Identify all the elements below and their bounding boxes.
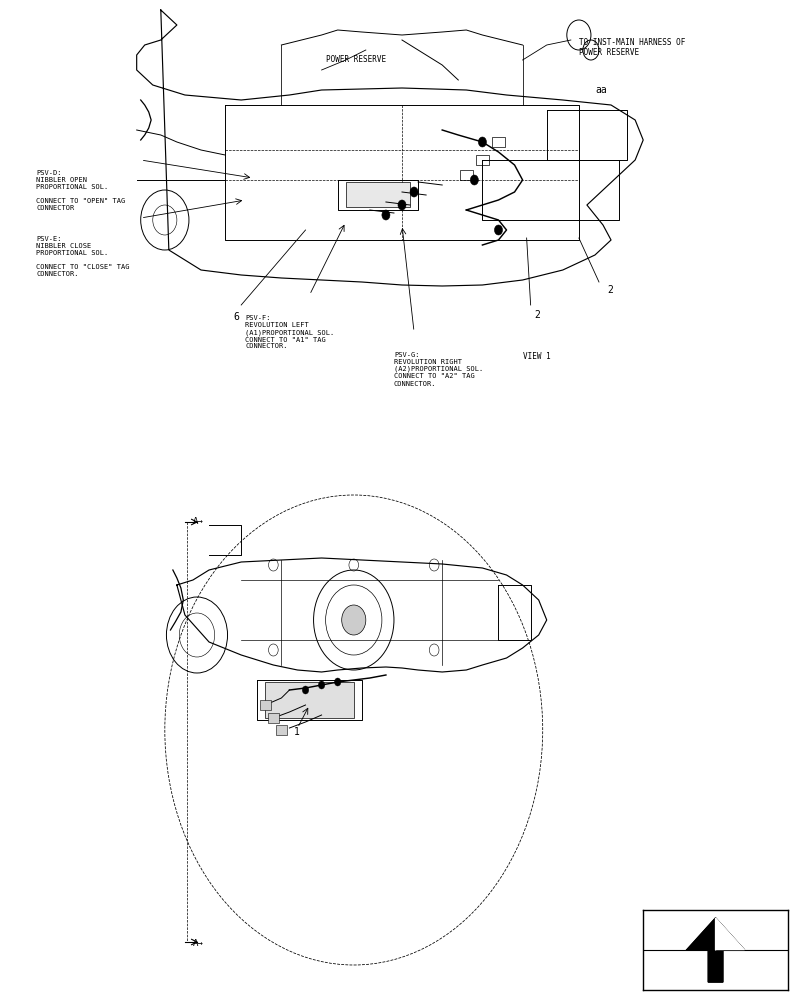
- Text: 2: 2: [606, 285, 612, 295]
- Circle shape: [381, 210, 389, 220]
- Bar: [267, 713, 279, 723]
- Bar: [491, 137, 504, 147]
- Text: A→: A→: [193, 940, 203, 948]
- Text: 2: 2: [534, 310, 540, 320]
- Text: A→: A→: [193, 518, 203, 526]
- Text: PSV-D:
NIBBLER OPEN
PROPORTIONAL SOL.

CONNECT TO "OPEN" TAG
CONNECTOR: PSV-D: NIBBLER OPEN PROPORTIONAL SOL. CO…: [36, 170, 125, 211]
- Polygon shape: [686, 918, 744, 982]
- Circle shape: [318, 681, 324, 689]
- Text: PSV-G:
REVOLUTION RIGHT
(A2)PROPORTIONAL SOL.
CONNECT TO "A2" TAG
CONNECTOR.: PSV-G: REVOLUTION RIGHT (A2)PROPORTIONAL…: [393, 352, 483, 386]
- Text: PSV-F:
REVOLUTION LEFT
(A1)PROPORTIONAL SOL.
CONNECT TO "A1" TAG
CONNECTOR.: PSV-F: REVOLUTION LEFT (A1)PROPORTIONAL …: [245, 315, 334, 350]
- Circle shape: [341, 605, 365, 635]
- Bar: [259, 700, 271, 710]
- Text: 1: 1: [293, 727, 299, 737]
- Text: PSV-E:
NIBBLER CLOSE
PROPORTIONAL SOL.

CONNECT TO "CLOSE" TAG
CONNECTOR.: PSV-E: NIBBLER CLOSE PROPORTIONAL SOL. C…: [36, 236, 129, 277]
- Circle shape: [302, 686, 308, 694]
- Circle shape: [334, 678, 340, 686]
- Circle shape: [410, 187, 418, 197]
- Bar: [459, 170, 472, 180]
- Bar: [265, 682, 353, 718]
- Text: POWER RESERVE: POWER RESERVE: [325, 55, 385, 64]
- Polygon shape: [715, 918, 744, 950]
- Text: 6: 6: [233, 312, 238, 322]
- Text: VIEW 1: VIEW 1: [522, 352, 550, 361]
- Text: aa: aa: [594, 85, 606, 95]
- Circle shape: [478, 137, 486, 147]
- Text: TO INST-MAIN HARNESS OF
POWER RESERVE: TO INST-MAIN HARNESS OF POWER RESERVE: [578, 38, 684, 57]
- Circle shape: [470, 175, 478, 185]
- Circle shape: [494, 225, 502, 235]
- Bar: [345, 182, 410, 207]
- Bar: [475, 155, 488, 165]
- Bar: [275, 725, 287, 735]
- Circle shape: [397, 200, 406, 210]
